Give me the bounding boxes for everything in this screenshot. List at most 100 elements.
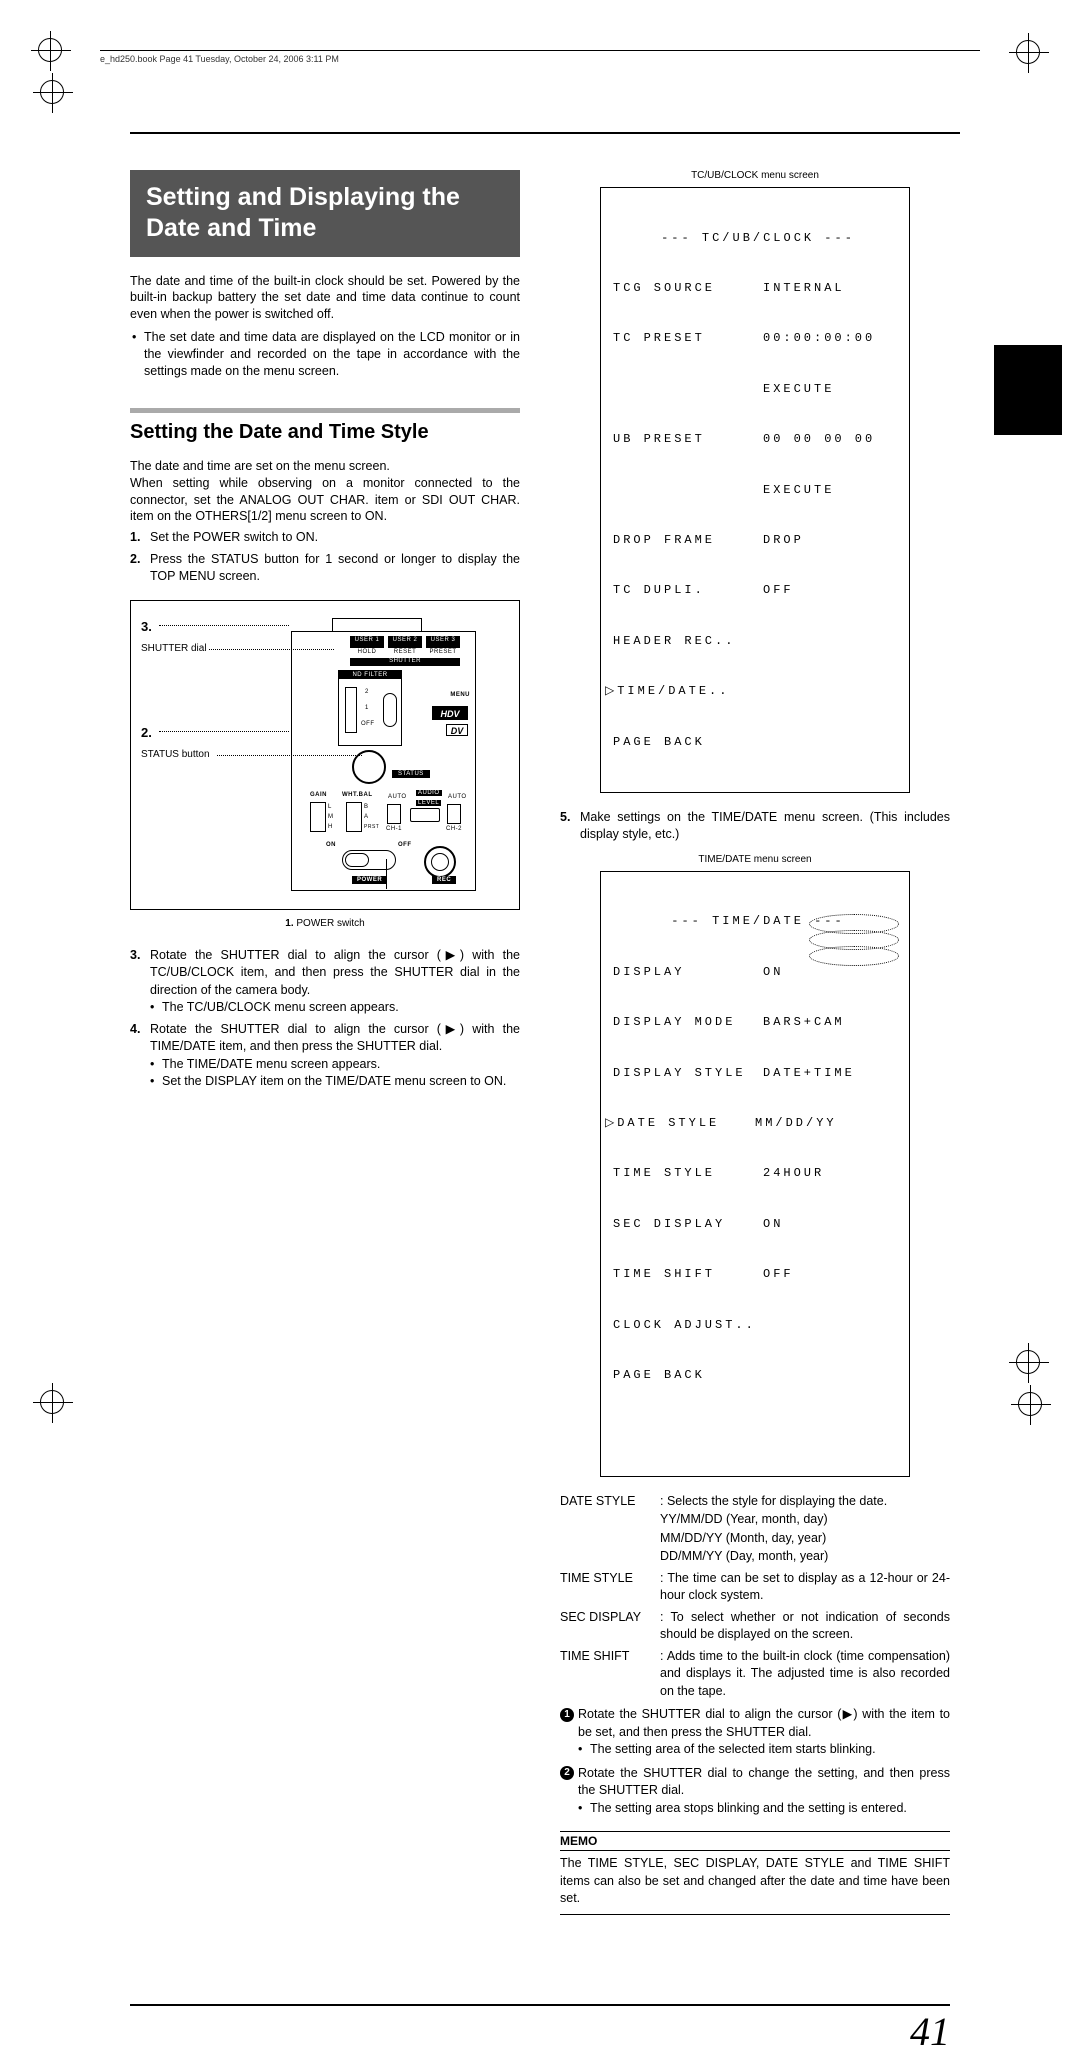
step-text: Make settings on the TIME/DATE menu scre… (580, 809, 950, 844)
menu-value: OFF (763, 1266, 794, 1283)
def-body: : To select whether or not indication of… (660, 1609, 950, 1644)
device-label: STATUS (392, 770, 430, 778)
memo-body: The TIME STYLE, SEC DISPLAY, DATE STYLE … (560, 1855, 950, 1915)
device-label: AUTO (388, 794, 407, 800)
device-label: ND FILTER (339, 671, 401, 679)
instruction-bullet: The setting area stops blinking and the … (578, 1800, 950, 1818)
menu-key: ▷TIME/DATE.. (605, 683, 755, 700)
step-number: 1. (130, 529, 150, 547)
menu-key: TCG SOURCE (613, 280, 763, 297)
device-label: DV (446, 724, 468, 736)
body-text: When setting while observing on a monito… (130, 475, 520, 526)
header-text: e_hd250.book Page 41 Tuesday, October 24… (100, 54, 339, 64)
menu-key: DISPLAY STYLE (613, 1065, 763, 1082)
menu-value: EXECUTE (763, 482, 834, 499)
menu-key: PAGE BACK (613, 734, 763, 751)
menu-value: INTERNAL (763, 280, 845, 297)
menu-caption: TC/UB/CLOCK menu screen (560, 170, 950, 181)
device-illustration: 3. SHUTTER dial 2. STATUS button USER 1 … (130, 600, 520, 910)
menu-screen-tcub: --- TC/UB/CLOCK --- TCG SOURCEINTERNAL T… (600, 187, 910, 793)
step-text: Set the POWER switch to ON. (150, 529, 520, 547)
menu-key: DISPLAY (613, 964, 763, 981)
menu-screen-timedate: --- TIME/DATE --- DISPLAYON DISPLAY MODE… (600, 871, 910, 1477)
menu-caption: TIME/DATE menu screen (560, 854, 950, 865)
callout-label: SHUTTER dial (141, 643, 207, 654)
def-term: TIME STYLE (560, 1570, 660, 1605)
def-term: SEC DISPLAY (560, 1609, 660, 1644)
crop-mark-icon (1016, 1350, 1040, 1374)
def-option: MM/DD/YY (Month, day, year) (660, 1530, 950, 1548)
memo-heading: MEMO (560, 1831, 950, 1851)
header-rule (100, 50, 980, 51)
menu-value: OFF (763, 582, 794, 599)
menu-key: UB PRESET (613, 431, 763, 448)
menu-key: DISPLAY MODE (613, 1014, 763, 1031)
crop-mark-icon (38, 38, 62, 62)
menu-key: SEC DISPLAY (613, 1216, 763, 1233)
instruction-bullet: The setting area of the selected item st… (578, 1741, 950, 1759)
callout-number: 1. (285, 918, 293, 929)
device-label: OFF (361, 721, 375, 727)
callout-label: STATUS button (141, 749, 210, 760)
device-label: AUTO (448, 794, 467, 800)
circled-number-icon: 2 (560, 1766, 574, 1780)
intro-text: The date and time of the built-in clock … (130, 273, 520, 324)
step-number: 5. (560, 809, 580, 844)
device-label: HDV (432, 706, 468, 720)
menu-value: BARS+CAM (763, 1014, 845, 1031)
def-option: DD/MM/YY (Day, month, year) (660, 1548, 950, 1566)
intro-bullet: The set date and time data are displayed… (130, 329, 520, 380)
device-label: ON (326, 842, 336, 848)
top-rule (130, 132, 960, 134)
section-rule (130, 408, 520, 413)
device-label: PRESET (426, 649, 460, 657)
menu-key: TIME SHIFT (613, 1266, 763, 1283)
crop-mark-icon (40, 1390, 64, 1414)
def-body: : The time can be set to display as a 12… (660, 1570, 950, 1605)
device-label: HOLD (350, 649, 384, 657)
page-number: 41 (130, 2004, 950, 2055)
device-label: GAIN (310, 792, 327, 798)
menu-key: ▷DATE STYLE (605, 1115, 755, 1132)
device-label: OFF (398, 842, 412, 848)
ellipse-callout (809, 946, 899, 966)
device-label: MENU (412, 692, 470, 702)
device-label: USER 3 (426, 636, 460, 648)
menu-value: MM/DD/YY (755, 1115, 837, 1132)
step-bullet: The TC/UB/CLOCK menu screen appears. (150, 999, 520, 1017)
menu-value: EXECUTE (763, 381, 834, 398)
device-label: REC (432, 876, 456, 884)
menu-key: TIME STYLE (613, 1165, 763, 1182)
menu-value: DATE+TIME (763, 1065, 855, 1082)
device-label: WHT.BAL (342, 792, 373, 798)
device-label: LEVEL (416, 800, 441, 806)
menu-key: TC DUPLI. (613, 582, 763, 599)
callout-number: 2. (141, 725, 152, 740)
menu-key: TC PRESET (613, 330, 763, 347)
device-label: USER 1 (350, 636, 384, 648)
menu-key: PAGE BACK (613, 1367, 763, 1384)
instruction-text: Rotate the SHUTTER dial to change the se… (578, 1766, 950, 1798)
page-title: Setting and Displaying the Date and Time (130, 170, 520, 257)
menu-title: --- TC/UB/CLOCK --- (613, 230, 903, 247)
device-label: RESET (388, 649, 422, 657)
menu-key: DROP FRAME (613, 532, 763, 549)
menu-value: 24HOUR (763, 1165, 824, 1182)
step-number: 2. (130, 551, 150, 586)
step-number: 4. (130, 1021, 150, 1091)
step-bullet: Set the DISPLAY item on the TIME/DATE me… (150, 1073, 520, 1091)
def-body: : Selects the style for displaying the d… (660, 1494, 887, 1508)
callout-line (159, 731, 289, 732)
callout-line (159, 625, 289, 626)
device-label: AUDIO (416, 790, 442, 796)
section-title: Setting the Date and Time Style (130, 421, 520, 444)
crop-mark-icon (40, 80, 64, 104)
camera-body: USER 1 USER 2 USER 3 HOLD RESET PRESET S… (291, 631, 476, 891)
power-switch (342, 850, 396, 870)
device-label: CH-2 (446, 826, 462, 832)
menu-value: ON (763, 1216, 783, 1233)
def-term: TIME SHIFT (560, 1648, 660, 1701)
menu-key: HEADER REC.. (613, 633, 763, 650)
nd-filter-panel: ND FILTER 2 1 OFF (338, 670, 402, 746)
def-body: : Adds time to the built-in clock (time … (660, 1648, 950, 1701)
